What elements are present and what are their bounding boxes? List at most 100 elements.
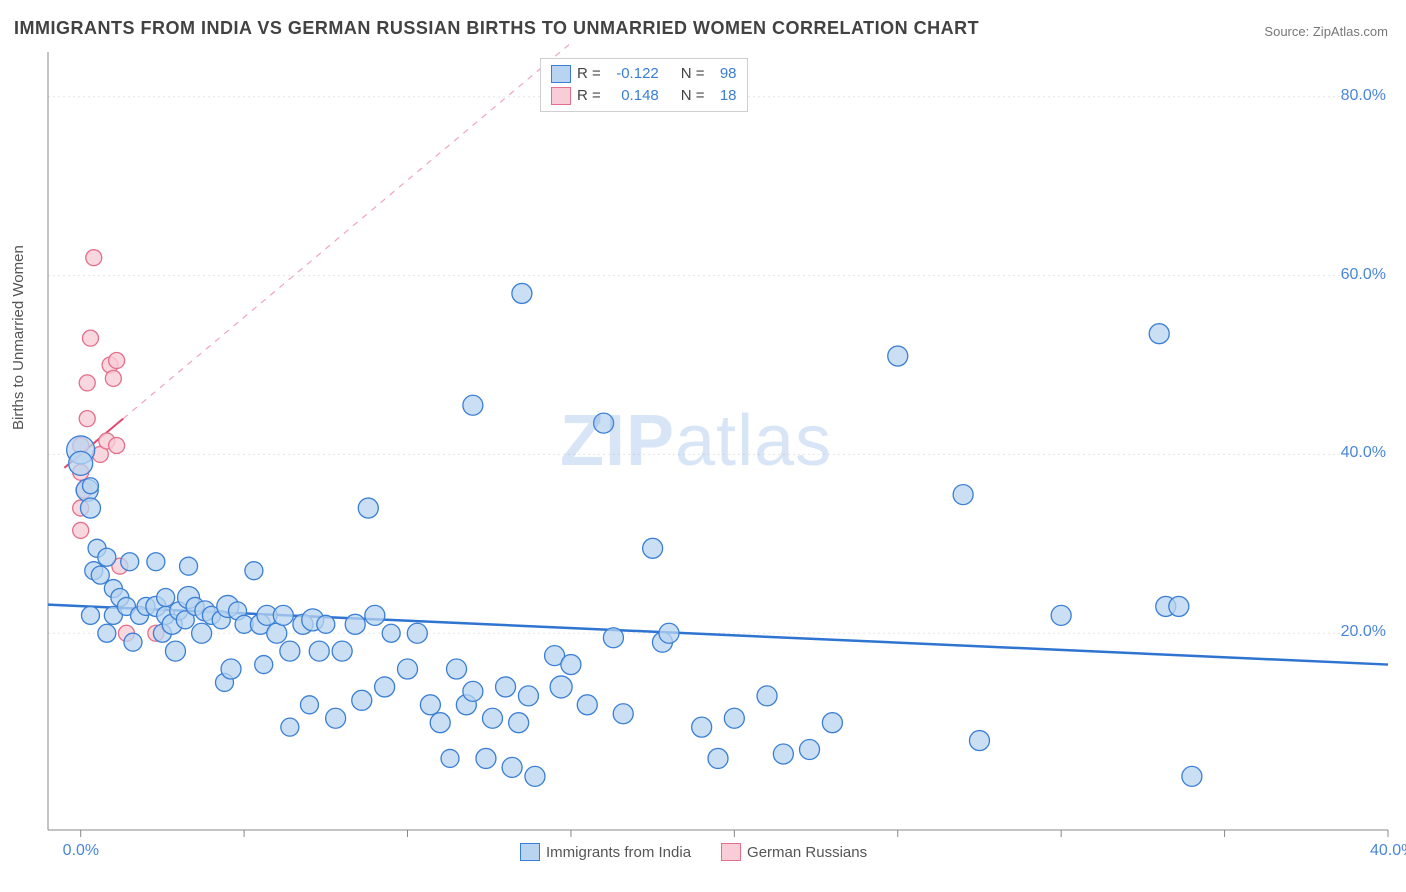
point-blue xyxy=(267,623,287,643)
legend-swatch xyxy=(721,843,741,861)
x-tick-label: 40.0% xyxy=(1370,842,1406,860)
point-blue xyxy=(124,633,142,651)
point-blue xyxy=(773,744,793,764)
point-blue xyxy=(953,485,973,505)
legend-bottom-label: German Russians xyxy=(747,844,867,861)
point-blue xyxy=(594,413,614,433)
point-blue xyxy=(1051,605,1071,625)
point-blue xyxy=(280,641,300,661)
point-blue xyxy=(398,659,418,679)
point-blue xyxy=(317,615,335,633)
point-pink xyxy=(109,353,125,369)
point-blue xyxy=(502,757,522,777)
point-blue xyxy=(476,748,496,768)
legend-bottom-item: German Russians xyxy=(721,843,867,861)
y-tick-label: 20.0% xyxy=(1341,623,1386,641)
point-blue xyxy=(430,713,450,733)
point-blue xyxy=(969,731,989,751)
point-blue xyxy=(69,451,93,475)
point-blue xyxy=(463,395,483,415)
point-blue xyxy=(800,740,820,760)
legend-n-label: N = xyxy=(681,63,705,85)
point-blue xyxy=(91,566,109,584)
legend-r-value: 0.148 xyxy=(607,85,659,107)
point-blue xyxy=(332,641,352,661)
point-blue xyxy=(147,553,165,571)
point-blue xyxy=(221,659,241,679)
legend-swatch xyxy=(551,87,571,105)
legend-row: R = -0.122 N = 98 xyxy=(551,63,737,85)
point-blue xyxy=(180,557,198,575)
point-pink xyxy=(79,375,95,391)
legend-n-label: N = xyxy=(681,85,705,107)
point-blue xyxy=(643,538,663,558)
legend-r-label: R = xyxy=(577,63,601,85)
point-blue xyxy=(613,704,633,724)
point-blue xyxy=(708,748,728,768)
y-tick-label: 60.0% xyxy=(1341,266,1386,284)
point-blue xyxy=(121,553,139,571)
point-blue xyxy=(1169,596,1189,616)
point-blue xyxy=(407,623,427,643)
point-blue xyxy=(281,718,299,736)
point-blue xyxy=(80,498,100,518)
legend-r-value: -0.122 xyxy=(607,63,659,85)
legend-n-value: 98 xyxy=(711,63,737,85)
y-tick-label: 40.0% xyxy=(1341,444,1386,462)
point-blue xyxy=(518,686,538,706)
point-blue xyxy=(1182,766,1202,786)
point-blue xyxy=(692,717,712,737)
point-pink xyxy=(79,411,95,427)
point-blue xyxy=(82,478,98,494)
point-blue xyxy=(98,548,116,566)
point-blue xyxy=(382,624,400,642)
point-blue xyxy=(1149,324,1169,344)
y-tick-label: 80.0% xyxy=(1341,87,1386,105)
point-blue xyxy=(365,605,385,625)
legend-box-top: R = -0.122 N = 98 R = 0.148 N = 18 xyxy=(540,58,748,112)
point-blue xyxy=(463,681,483,701)
point-blue xyxy=(309,641,329,661)
point-blue xyxy=(441,749,459,767)
legend-r-label: R = xyxy=(577,85,601,107)
point-blue xyxy=(300,696,318,714)
point-blue xyxy=(420,695,440,715)
legend-bottom-label: Immigrants from India xyxy=(546,844,691,861)
point-blue xyxy=(509,713,529,733)
point-blue xyxy=(326,708,346,728)
point-blue xyxy=(165,641,185,661)
point-blue xyxy=(561,655,581,675)
point-pink xyxy=(86,250,102,266)
point-blue xyxy=(888,346,908,366)
point-blue xyxy=(496,677,516,697)
point-blue xyxy=(273,605,293,625)
point-blue xyxy=(255,656,273,674)
point-blue xyxy=(375,677,395,697)
point-blue xyxy=(482,708,502,728)
point-blue xyxy=(822,713,842,733)
point-blue xyxy=(724,708,744,728)
point-blue xyxy=(157,588,175,606)
point-blue xyxy=(192,623,212,643)
legend-swatch xyxy=(551,65,571,83)
point-blue xyxy=(512,283,532,303)
legend-swatch xyxy=(520,843,540,861)
point-blue xyxy=(577,695,597,715)
point-blue xyxy=(352,690,372,710)
point-blue xyxy=(550,676,572,698)
trend-pink-dashed xyxy=(123,43,571,419)
x-tick-label: 0.0% xyxy=(63,842,99,860)
legend-bottom: Immigrants from India German Russians xyxy=(520,843,867,861)
point-pink xyxy=(73,522,89,538)
point-blue xyxy=(659,623,679,643)
point-pink xyxy=(105,370,121,386)
point-blue xyxy=(525,766,545,786)
point-blue xyxy=(603,628,623,648)
legend-n-value: 18 xyxy=(711,85,737,107)
point-blue xyxy=(81,606,99,624)
point-pink xyxy=(82,330,98,346)
point-blue xyxy=(757,686,777,706)
point-blue xyxy=(98,624,116,642)
legend-row: R = 0.148 N = 18 xyxy=(551,85,737,107)
point-blue xyxy=(358,498,378,518)
